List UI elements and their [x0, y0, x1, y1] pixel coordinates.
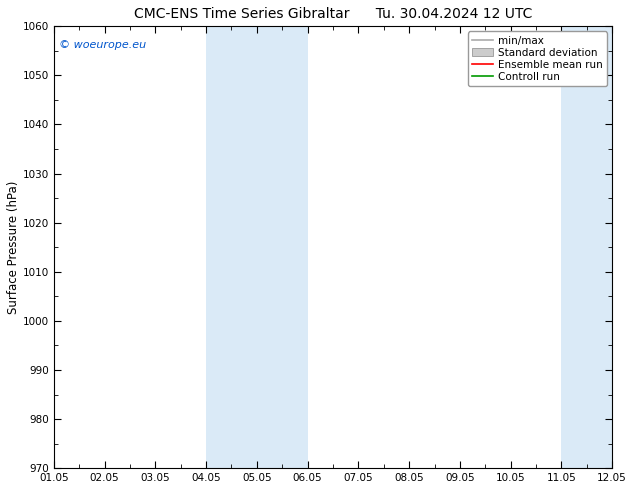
Y-axis label: Surface Pressure (hPa): Surface Pressure (hPa) — [7, 180, 20, 314]
Bar — [257, 26, 307, 468]
Legend: min/max, Standard deviation, Ensemble mean run, Controll run: min/max, Standard deviation, Ensemble me… — [468, 31, 607, 86]
Title: CMC-ENS Time Series Gibraltar      Tu. 30.04.2024 12 UTC: CMC-ENS Time Series Gibraltar Tu. 30.04.… — [134, 7, 532, 21]
Bar — [206, 26, 257, 468]
Text: © woeurope.eu: © woeurope.eu — [60, 40, 146, 49]
Bar — [562, 26, 612, 468]
